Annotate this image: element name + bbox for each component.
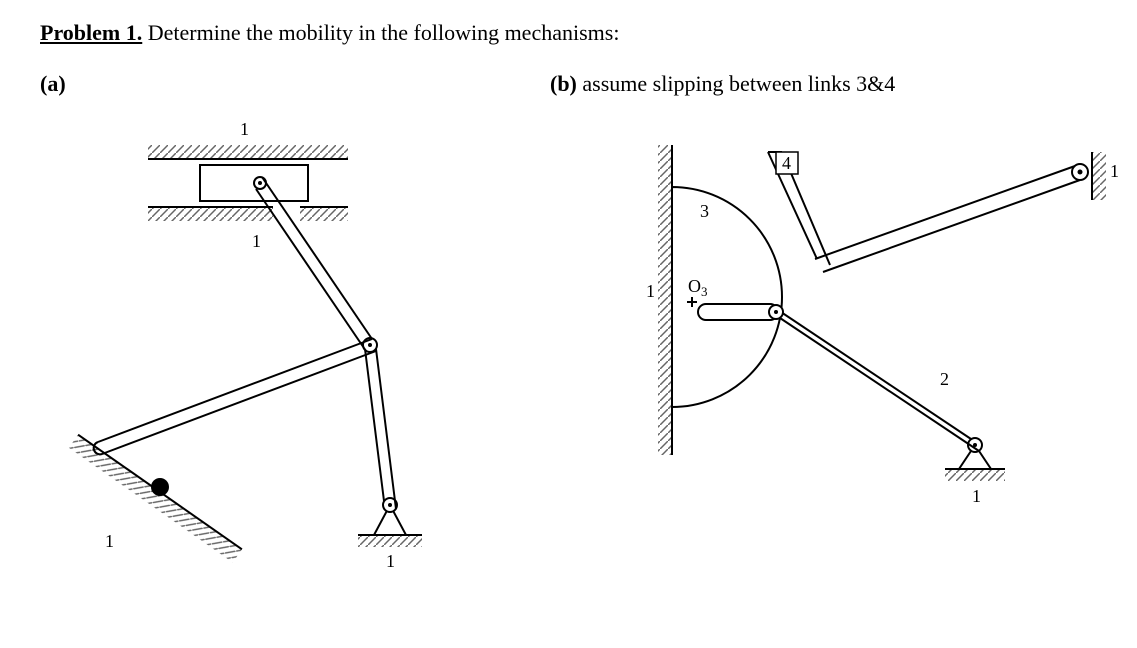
dA-roller — [151, 478, 169, 496]
label-b: (b) assume slipping between links 3&4 — [550, 71, 1097, 97]
dB-label-topright: 1 — [1110, 161, 1119, 181]
label-b-bold: (b) — [550, 71, 577, 96]
dB-slot — [698, 304, 778, 320]
dA-link-upper — [256, 177, 372, 351]
dB-label-wall: 1 — [646, 281, 655, 301]
problem-label: Problem 1. — [40, 20, 142, 45]
diagram-a: 1 1 1 — [40, 97, 540, 597]
diagrams-container: 1 1 1 — [40, 97, 1097, 597]
dA-bottom-ground-left — [148, 207, 273, 221]
dA-link-long — [94, 339, 376, 454]
dB-topright-ground — [1072, 152, 1106, 200]
label-a: (a) — [40, 71, 550, 97]
dA-label-top: 1 — [240, 119, 249, 139]
dB-bottom-ground — [945, 438, 1005, 481]
dA-label-bl: 1 — [105, 531, 114, 551]
dA-link-right — [364, 341, 396, 509]
dB-half-disc — [672, 187, 782, 407]
problem-text: Determine the mobility in the following … — [142, 20, 619, 45]
dA-bottom-ground-right — [300, 207, 348, 221]
dB-label-2: 2 — [940, 369, 949, 389]
dA-left-inclined-ground — [69, 435, 242, 563]
dB-wall-hatch — [658, 145, 672, 455]
subpart-labels: (a) (b) assume slipping between links 3&… — [40, 71, 1097, 97]
dB-label-bottom: 1 — [972, 486, 981, 506]
dB-label-3: 3 — [700, 201, 709, 221]
problem-title: Problem 1. Determine the mobility in the… — [40, 20, 1097, 46]
dB-link4 — [768, 152, 1080, 272]
dB-label-4: 4 — [782, 153, 791, 173]
label-b-note: assume slipping between links 3&4 — [582, 71, 895, 96]
dA-right-ground-pivot — [358, 498, 422, 547]
diagram-b: 1 O3 3 1 — [580, 97, 1137, 597]
dA-label-br: 1 — [386, 551, 395, 571]
dA-top-ground — [148, 145, 348, 159]
dA-label-slot: 1 — [252, 231, 261, 251]
